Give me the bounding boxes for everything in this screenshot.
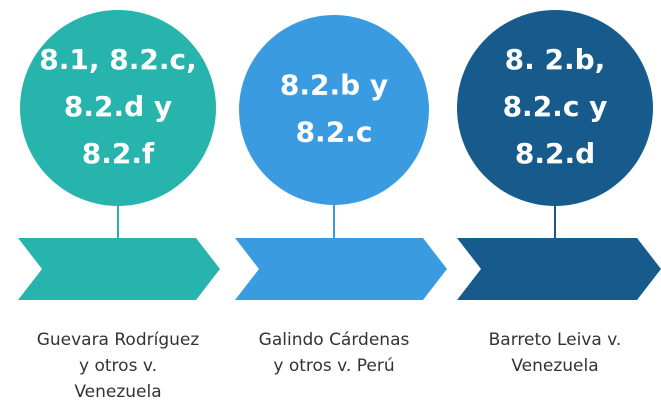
circle-label: 8. 2.b, [505, 43, 606, 76]
chevron [235, 238, 447, 300]
circle-label: 8.2.d [515, 137, 595, 170]
circle-label: 8.2.f [82, 137, 155, 170]
circle [20, 10, 216, 206]
circle-label: 8.2.d y [64, 90, 172, 123]
circle-label: 8.1, 8.2.c, [39, 43, 196, 76]
caption: Guevara Rodríguez [37, 330, 200, 350]
caption: y otros v. Perú [273, 356, 394, 376]
caption: Barreto Leiva v. [489, 330, 622, 350]
caption: Venezuela [74, 382, 161, 402]
circle [457, 10, 653, 206]
chevron [457, 238, 661, 300]
circle-label: 8.2.c [296, 116, 373, 149]
caption: Galindo Cárdenas [259, 330, 410, 350]
circle-label: 8.2.c y [503, 90, 608, 123]
chevron [18, 238, 220, 300]
circle-label: 8.2.b y [280, 69, 388, 102]
caption: y otros v. [79, 356, 157, 376]
circle [239, 15, 429, 205]
caption: Venezuela [511, 356, 598, 376]
